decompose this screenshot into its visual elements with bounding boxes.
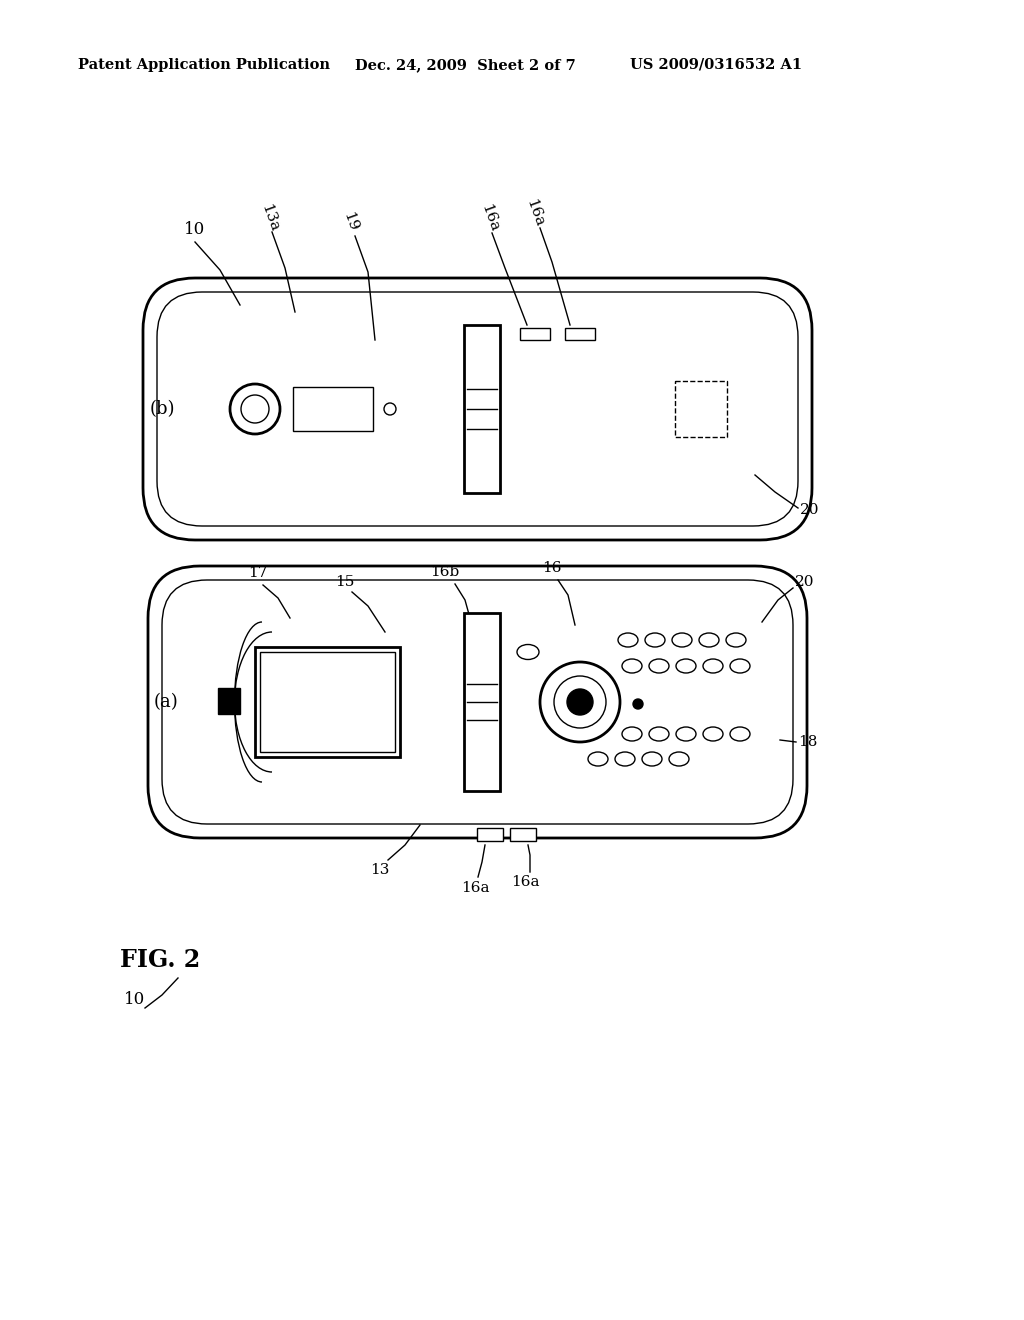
Ellipse shape: [622, 659, 642, 673]
Text: 16a: 16a: [511, 875, 540, 888]
FancyBboxPatch shape: [143, 279, 812, 540]
Text: US 2009/0316532 A1: US 2009/0316532 A1: [630, 58, 802, 73]
Text: (a): (a): [154, 693, 178, 711]
Ellipse shape: [649, 659, 669, 673]
Bar: [260, 652, 395, 752]
Circle shape: [567, 689, 593, 715]
Text: 10: 10: [124, 991, 145, 1008]
Text: 19: 19: [340, 210, 359, 234]
Ellipse shape: [703, 727, 723, 741]
Ellipse shape: [642, 752, 662, 766]
Text: 17: 17: [248, 566, 267, 579]
Bar: [477, 828, 503, 841]
Ellipse shape: [517, 644, 539, 660]
Ellipse shape: [588, 752, 608, 766]
Text: 16a: 16a: [478, 202, 502, 234]
Ellipse shape: [726, 634, 746, 647]
Bar: [520, 327, 550, 341]
Text: (b): (b): [150, 400, 175, 418]
Text: 16a: 16a: [523, 197, 547, 228]
Text: 10: 10: [184, 222, 206, 239]
Ellipse shape: [622, 727, 642, 741]
Bar: [218, 688, 240, 714]
Bar: [464, 612, 500, 791]
Ellipse shape: [672, 634, 692, 647]
Circle shape: [554, 676, 606, 729]
Text: 18: 18: [798, 735, 817, 748]
Circle shape: [241, 395, 269, 422]
Text: 20: 20: [795, 576, 814, 589]
Bar: [675, 381, 727, 437]
Text: 13: 13: [371, 863, 390, 876]
Ellipse shape: [730, 727, 750, 741]
Ellipse shape: [730, 659, 750, 673]
Circle shape: [633, 700, 643, 709]
Ellipse shape: [649, 727, 669, 741]
Ellipse shape: [645, 634, 665, 647]
Ellipse shape: [676, 727, 696, 741]
Bar: [255, 647, 400, 756]
Text: 13a: 13a: [259, 202, 282, 234]
Circle shape: [384, 403, 396, 414]
Bar: [565, 327, 595, 341]
Text: 20: 20: [800, 503, 819, 517]
Bar: [510, 828, 536, 841]
Bar: [293, 387, 373, 432]
Ellipse shape: [669, 752, 689, 766]
Ellipse shape: [699, 634, 719, 647]
Text: Dec. 24, 2009  Sheet 2 of 7: Dec. 24, 2009 Sheet 2 of 7: [355, 58, 575, 73]
Ellipse shape: [676, 659, 696, 673]
Bar: [464, 325, 500, 492]
Ellipse shape: [703, 659, 723, 673]
Ellipse shape: [618, 634, 638, 647]
Text: 16: 16: [543, 561, 562, 576]
Text: 16b: 16b: [430, 565, 460, 579]
Ellipse shape: [615, 752, 635, 766]
FancyBboxPatch shape: [148, 566, 807, 838]
Text: 16a: 16a: [461, 880, 489, 895]
Text: 15: 15: [335, 576, 354, 589]
Circle shape: [230, 384, 280, 434]
Text: FIG. 2: FIG. 2: [120, 948, 201, 972]
Circle shape: [540, 663, 620, 742]
Text: Patent Application Publication: Patent Application Publication: [78, 58, 330, 73]
